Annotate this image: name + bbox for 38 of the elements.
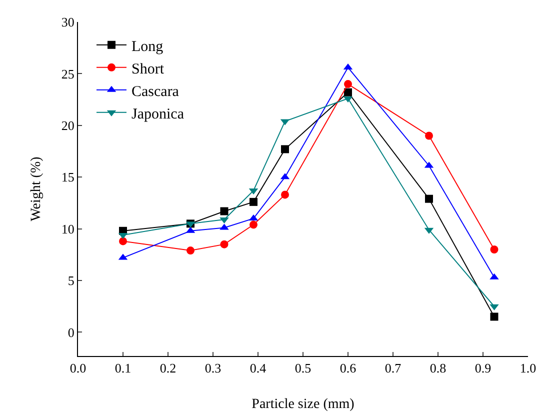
x-axis-title: Particle size (mm) [252,397,355,412]
x-tick-label: 0.6 [340,360,357,376]
y-tick-label: 15 [61,170,74,185]
legend-label: Cascara [132,84,180,100]
point [250,220,258,229]
x-tick-label: 0.1 [114,360,132,376]
point [425,194,433,203]
point [344,88,352,96]
point [425,132,433,140]
point [220,240,228,248]
point [490,245,498,254]
legend-label: Short [132,61,165,78]
x-tick-label: 0.9 [474,360,492,376]
x-tick-label: 0.4 [250,360,267,376]
point [344,80,352,88]
y-axis-title: Weight (%) [29,156,44,222]
point [186,246,194,255]
y-tick-label: 30 [61,14,74,30]
x-tick-label: 1.0 [520,360,536,376]
point [281,145,289,154]
x-tick-label: 0.5 [294,360,312,376]
legend-label: Long [132,38,164,55]
y-tick-label: 5 [68,273,74,288]
y-tick-label: 20 [61,118,74,133]
y-tick-label: 25 [61,66,74,82]
y-tick-label: 10 [61,221,74,236]
x-tick-label: 0.2 [160,360,176,376]
point [250,198,258,206]
point [281,190,289,199]
x-tick-label: 0.8 [430,360,446,376]
y-tick-label: 0 [68,324,74,340]
point [490,312,498,321]
point [119,237,127,246]
legend-label: Japonica [132,106,184,122]
x-tick-label: 0.3 [204,360,222,376]
x-tick-label: 0.0 [70,360,86,376]
point [220,207,228,216]
x-tick-label: 0.7 [384,360,402,376]
